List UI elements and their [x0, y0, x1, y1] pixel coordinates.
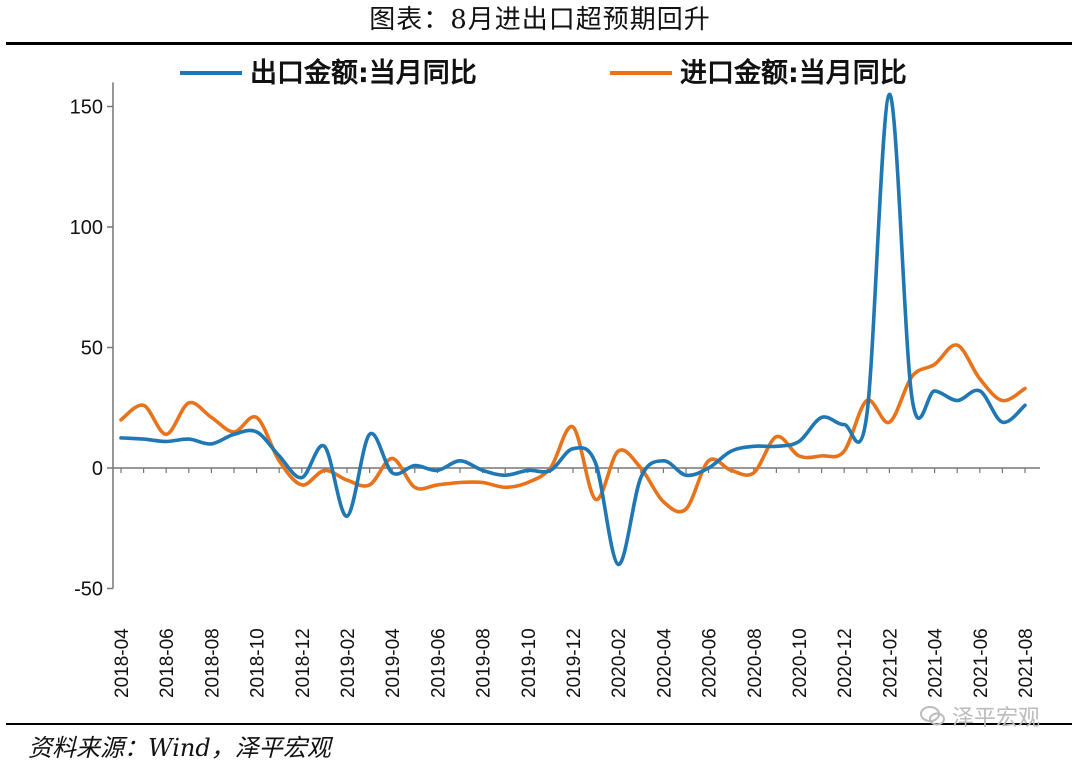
chart-title: 图表：8月进出口超预期回升	[369, 5, 711, 35]
bottom-rule	[6, 723, 1072, 725]
axes: -50 0 50 100 150 2018-04 2018-06 2018-08 2018-10…	[70, 82, 1040, 698]
series-line-import	[119, 343, 1027, 514]
watermark-text: 泽平宏观	[951, 706, 1040, 731]
y-tick-label: 100	[70, 217, 103, 239]
top-rule	[6, 42, 1072, 45]
x-tick-label: 2019-06	[428, 628, 449, 698]
x-tick-label: 2021-04	[926, 628, 947, 698]
y-tick-label: 150	[70, 97, 103, 119]
x-tick-label: 2020-06	[700, 628, 721, 698]
line-chart: 出口金额:当月同比 进口金额:当月同比 -50 0 50 100 150 2018-04 20…	[70, 57, 1040, 698]
x-tick-label: 2021-02	[880, 628, 901, 698]
x-tick-label: 2018-06	[157, 628, 178, 698]
legend-label-import: 进口金额:当月同比	[680, 57, 907, 89]
x-tick-label: 2018-10	[248, 628, 269, 698]
source-note: 资料来源：Wind，泽平宏观	[28, 734, 331, 762]
y-tick-label: 50	[81, 338, 103, 360]
watermark: 泽平宏观	[919, 700, 1040, 732]
x-tick-label: 2019-10	[519, 628, 540, 698]
x-tick-label: 2018-04	[112, 628, 133, 698]
y-tick-label: 0	[92, 458, 103, 480]
series-line-export	[119, 92, 1027, 567]
x-tick-label: 2019-12	[564, 628, 585, 698]
x-tick-label: 2019-04	[383, 628, 404, 698]
x-tick-label: 2018-12	[293, 628, 314, 698]
wechat-icon	[919, 706, 945, 726]
x-tick-label: 2019-08	[474, 628, 495, 698]
x-tick-label: 2018-08	[202, 628, 223, 698]
y-tick-label: -50	[74, 579, 103, 601]
legend: 出口金额:当月同比 进口金额:当月同比	[180, 57, 907, 89]
x-tick-label: 2019-02	[338, 628, 359, 698]
x-tick-label: 2021-06	[971, 628, 992, 698]
x-tick-label: 2020-08	[745, 628, 766, 698]
x-tick-label: 2021-08	[1016, 628, 1037, 698]
x-tick-label: 2020-02	[609, 628, 630, 698]
x-tick-label: 2020-10	[790, 628, 811, 698]
series-lines	[119, 92, 1027, 567]
x-tick-label: 2020-12	[835, 628, 856, 698]
legend-label-export: 出口金额:当月同比	[250, 57, 477, 89]
x-tick-label: 2020-04	[654, 628, 675, 698]
